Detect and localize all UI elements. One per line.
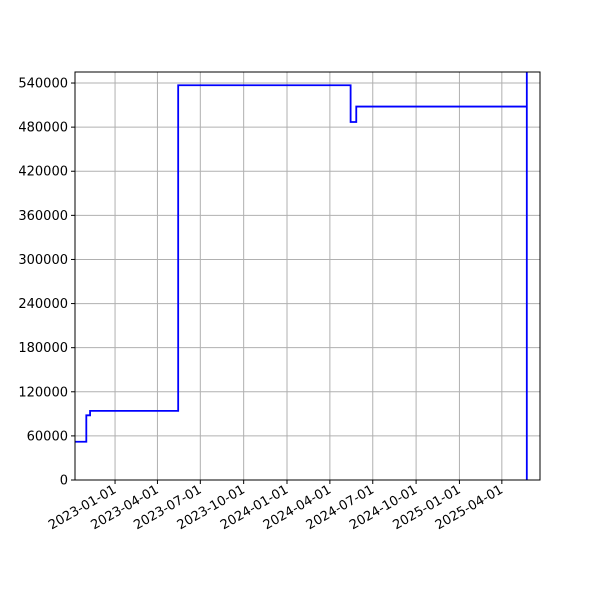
x-axis: 2023-01-012023-04-012023-07-012023-10-01… [46,480,506,533]
series-layer [75,72,528,480]
y-tick-label: 60000 [27,429,68,444]
y-tick-label: 180000 [18,341,68,356]
y-tick-label: 240000 [18,297,68,312]
y-tick-label: 0 [60,474,68,489]
y-tick-label: 360000 [18,209,68,224]
y-tick-label: 420000 [18,165,68,180]
y-axis: 0 60000 120000 180000 240000 300000 360000 4200… [18,77,75,489]
y-tick-label: 120000 [18,385,68,400]
series-line [75,72,528,480]
grid [75,72,540,481]
y-tick-label: 540000 [18,77,68,92]
y-tick-label: 480000 [18,121,68,136]
y-tick-label: 300000 [18,253,68,268]
plot-area-frame [74,71,541,481]
